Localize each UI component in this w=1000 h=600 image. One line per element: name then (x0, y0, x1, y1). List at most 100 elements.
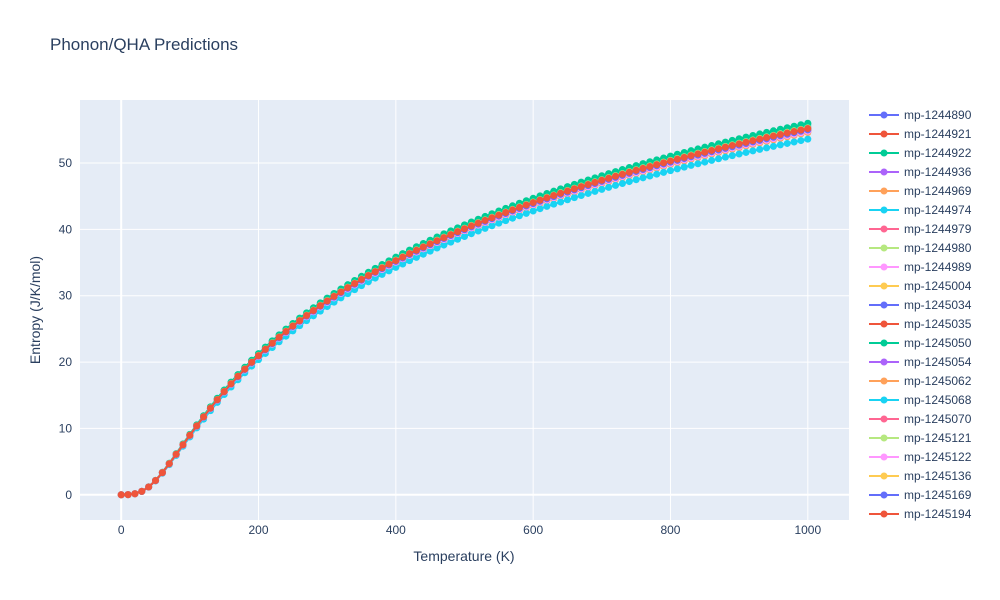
data-point (776, 130, 784, 138)
data-point (220, 388, 228, 396)
data-point (131, 490, 139, 498)
data-point (680, 153, 688, 161)
legend-marker-swatch (880, 111, 888, 119)
data-point (206, 404, 214, 412)
data-point (152, 477, 160, 485)
legend-marker-swatch (880, 415, 888, 423)
data-point (392, 257, 400, 265)
data-point (756, 145, 764, 153)
data-point (474, 219, 482, 227)
data-point (447, 238, 455, 246)
y-tick-label: 30 (59, 289, 73, 303)
data-point (687, 152, 695, 160)
legend-item[interactable]: mp-1245121 (869, 431, 972, 445)
legend-item[interactable]: mp-1245169 (869, 488, 972, 502)
data-point (502, 208, 510, 216)
legend-item[interactable]: mp-1244890 (869, 108, 972, 122)
legend-label: mp-1244979 (904, 222, 972, 236)
legend-marker-swatch (880, 453, 888, 461)
data-point (426, 240, 434, 248)
plot-background (80, 100, 849, 520)
data-point (412, 246, 420, 254)
data-point (721, 143, 729, 151)
data-point (612, 172, 620, 180)
legend-item[interactable]: mp-1244921 (869, 127, 972, 141)
legend-label: mp-1244980 (904, 241, 972, 255)
legend-item[interactable]: mp-1245070 (869, 412, 972, 426)
legend-item[interactable]: mp-1245035 (869, 317, 972, 331)
data-point (213, 396, 221, 404)
legend-item[interactable]: mp-1245034 (869, 298, 972, 312)
data-point (337, 288, 345, 296)
legend-marker-swatch (880, 282, 888, 290)
data-point (591, 178, 599, 186)
legend-marker-swatch (880, 149, 888, 157)
legend[interactable]: mp-1244890 mp-1244921 mp-1244922 mp-1244936… (869, 108, 972, 521)
data-point (639, 174, 647, 182)
legend-item[interactable]: mp-1244974 (869, 203, 972, 217)
data-point (406, 257, 414, 265)
legend-marker-swatch (880, 320, 888, 328)
legend-item[interactable]: mp-1244979 (869, 222, 972, 236)
data-point (488, 222, 496, 230)
data-point (563, 187, 571, 195)
legend-marker-swatch (880, 301, 888, 309)
data-point (612, 181, 620, 189)
legend-marker-swatch (880, 472, 888, 480)
data-point (797, 126, 805, 134)
y-tick-label: 0 (65, 488, 72, 502)
legend-label: mp-1245050 (904, 336, 972, 350)
legend-item[interactable]: mp-1245050 (869, 336, 972, 350)
legend-marker-swatch (880, 377, 888, 385)
data-point (481, 224, 489, 232)
legend-label: mp-1244921 (904, 127, 972, 141)
data-point (763, 144, 771, 152)
legend-label: mp-1245035 (904, 317, 972, 331)
data-point (577, 183, 585, 191)
data-point (399, 253, 407, 261)
legend-marker-swatch (880, 358, 888, 366)
data-point (660, 168, 668, 176)
legend-label: mp-1245070 (904, 412, 972, 426)
legend-item[interactable]: mp-1244936 (869, 165, 972, 179)
legend-item[interactable]: mp-1245004 (869, 279, 972, 293)
data-point (282, 327, 290, 335)
data-point (673, 155, 681, 163)
legend-item[interactable]: mp-1245062 (869, 374, 972, 388)
data-point (804, 135, 812, 143)
legend-item[interactable]: mp-1245054 (869, 355, 972, 369)
data-point (653, 161, 661, 169)
data-point (419, 243, 427, 251)
data-point (756, 135, 764, 143)
data-point (653, 170, 661, 178)
data-point (392, 263, 400, 271)
x-tick-label: 800 (660, 523, 680, 537)
data-point (371, 274, 379, 282)
legend-item[interactable]: mp-1244980 (869, 241, 972, 255)
legend-item[interactable]: mp-1245122 (869, 450, 972, 464)
data-point (570, 194, 578, 202)
data-point (385, 260, 393, 268)
data-point (186, 431, 194, 439)
legend-item[interactable]: mp-1244922 (869, 146, 972, 160)
legend-label: mp-1245136 (904, 469, 972, 483)
legend-item[interactable]: mp-1245068 (869, 393, 972, 407)
data-point (158, 469, 166, 477)
legend-item[interactable]: mp-1245194 (869, 507, 972, 521)
series-layer (117, 119, 812, 499)
data-point (721, 153, 729, 161)
legend-item[interactable]: mp-1245136 (869, 469, 972, 483)
data-point (646, 162, 654, 170)
data-point (577, 192, 585, 200)
data-point (495, 219, 503, 227)
data-point (344, 284, 352, 292)
data-point (419, 250, 427, 258)
data-point (666, 157, 674, 165)
data-point (783, 139, 791, 147)
legend-item[interactable]: mp-1244969 (869, 184, 972, 198)
legend-label: mp-1245121 (904, 431, 972, 445)
data-point (769, 142, 777, 150)
data-point (536, 205, 544, 213)
legend-item[interactable]: mp-1244989 (869, 260, 972, 274)
data-point (715, 145, 723, 153)
